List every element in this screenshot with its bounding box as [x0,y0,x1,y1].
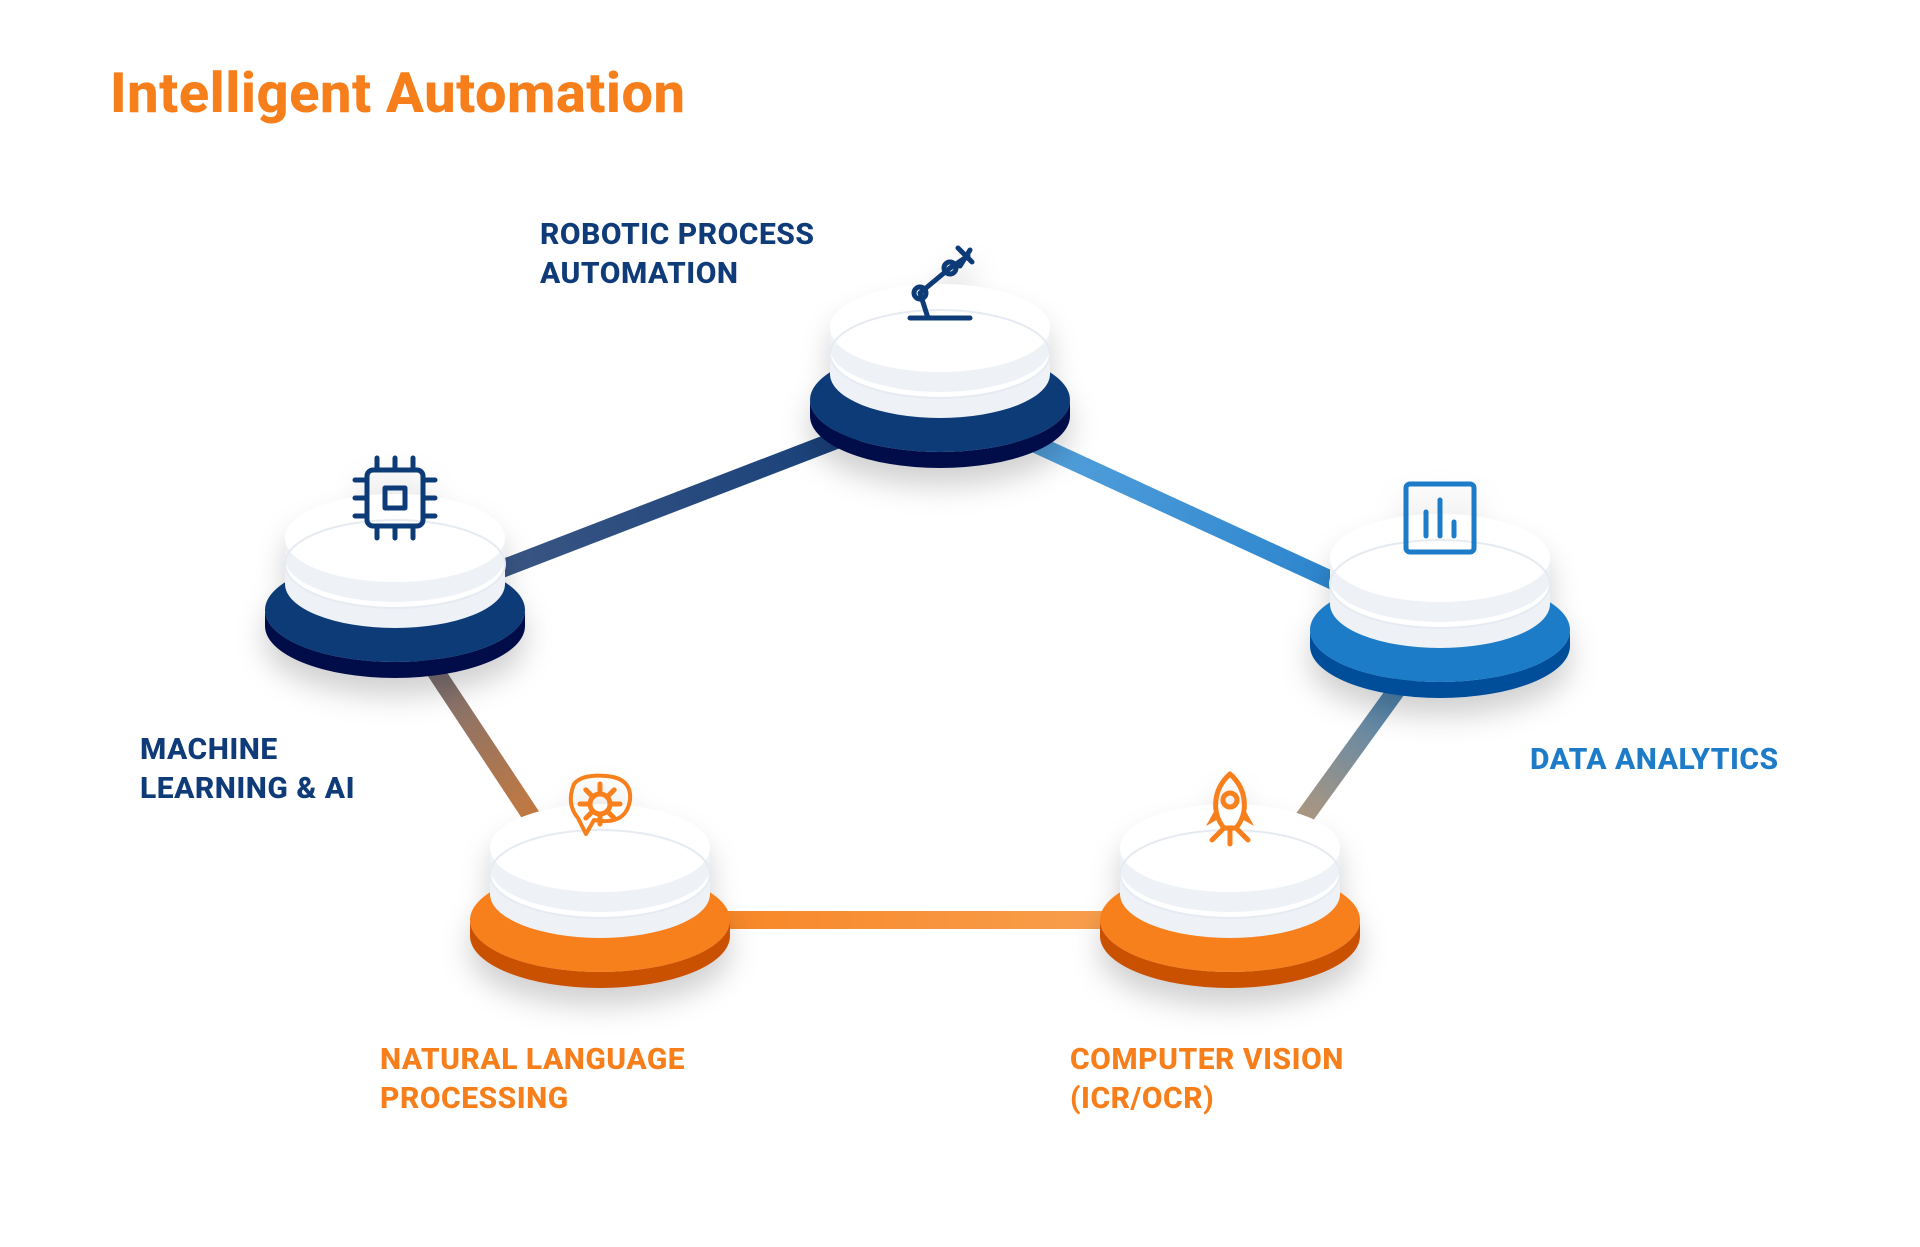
node-da [1310,484,1570,698]
label-ml: MACHINE LEARNING & AI [140,730,355,808]
node-ml [265,458,525,678]
label-da: DATA ANALYTICS [1530,740,1779,779]
label-rpa: ROBOTIC PROCESS AUTOMATION [540,215,815,293]
network-diagram [0,0,1920,1247]
label-cv: COMPUTER VISION (ICR/OCR) [1070,1040,1344,1118]
node-rpa [810,248,1070,468]
label-nlp: NATURAL LANGUAGE PROCESSING [380,1040,685,1118]
node-nlp [470,776,730,988]
